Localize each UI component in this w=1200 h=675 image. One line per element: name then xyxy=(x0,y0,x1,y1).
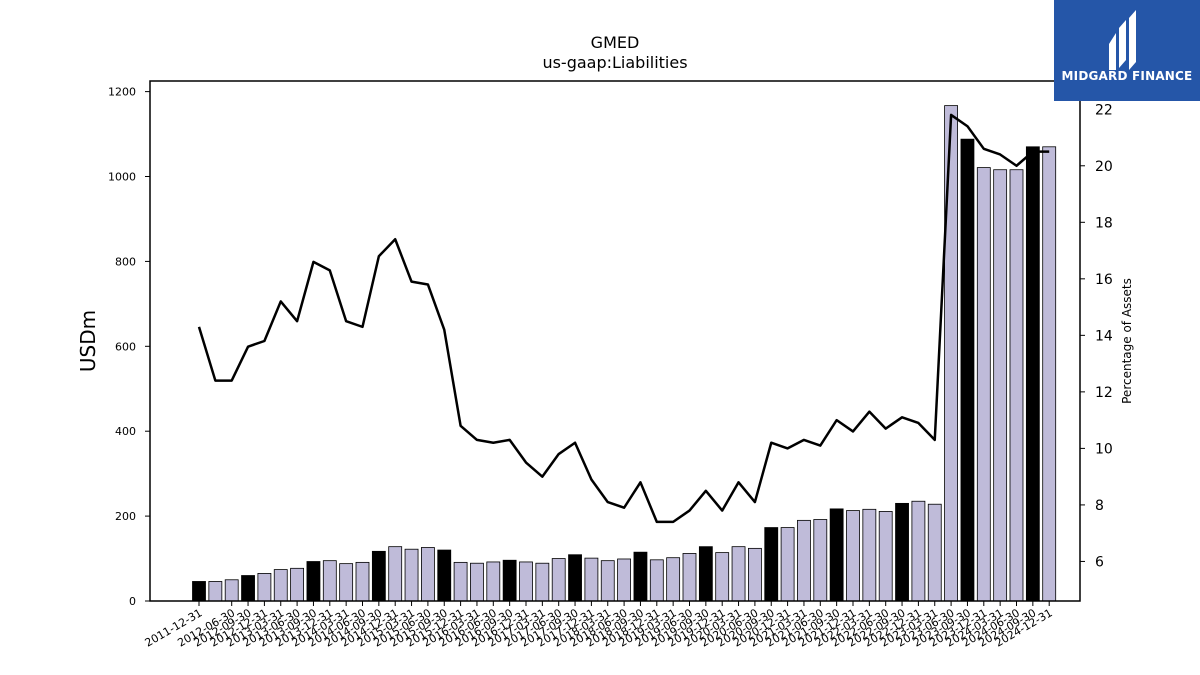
bar-2019-09-30 xyxy=(698,546,713,602)
bar-2018-12-31 xyxy=(649,559,664,602)
bar-2020-03-31 xyxy=(731,546,746,602)
bar-2015-03-31 xyxy=(404,548,419,602)
bar-2020-09-30 xyxy=(764,527,779,602)
bar-2023-09-30 xyxy=(960,138,975,602)
bar-2012-06-30 xyxy=(224,579,239,602)
y-tick-label: 800 xyxy=(115,255,136,268)
bar-2022-09-30 xyxy=(895,502,909,602)
chart-subtitle: us-gaap:Liabilities xyxy=(542,53,687,72)
y-tick-label: 200 xyxy=(115,510,136,523)
bar-2018-06-30 xyxy=(617,558,631,602)
bar-2019-06-30 xyxy=(682,553,697,602)
bar-2021-06-30 xyxy=(813,519,828,602)
y2-tick-label: 8 xyxy=(1095,498,1104,514)
y-tick-label: 1000 xyxy=(108,171,136,184)
y2-tick-label: 10 xyxy=(1095,441,1113,457)
bar-2019-03-31 xyxy=(666,557,681,602)
bar-2023-03-31 xyxy=(927,503,942,602)
logo-mark-icon xyxy=(1109,10,1136,70)
bar-2011-12-31 xyxy=(192,581,206,602)
y2-axis-label: Percentage of Assets xyxy=(1120,278,1134,404)
bar-2022-12-31 xyxy=(911,500,926,602)
bar-2021-12-31 xyxy=(846,510,860,602)
bar-2023-12-31 xyxy=(976,167,991,602)
bar-2016-03-31 xyxy=(470,562,484,602)
bar-2016-09-30 xyxy=(502,559,517,602)
chart-title: GMED xyxy=(591,33,640,52)
bar-2013-12-31 xyxy=(322,560,337,602)
bar-2012-09-30 xyxy=(241,575,255,602)
bar-2014-09-30 xyxy=(371,550,386,602)
y2-tick-label: 22 xyxy=(1095,102,1113,118)
bar-2013-09-30 xyxy=(306,561,321,602)
bar-2024-09-30 xyxy=(1025,146,1040,602)
y-axis-label: USDm xyxy=(76,310,100,372)
y-tick-label: 1200 xyxy=(108,86,136,99)
brand-logo: MIDGARD FINANCE xyxy=(1054,0,1200,101)
bar-2013-06-30 xyxy=(290,567,305,602)
bar-2016-12-31 xyxy=(519,561,533,602)
bar-2017-09-30 xyxy=(568,554,582,602)
bar-2020-06-30 xyxy=(748,547,762,602)
y2-tick-label: 6 xyxy=(1095,554,1104,570)
bar-2022-06-30 xyxy=(878,511,893,602)
line-group xyxy=(197,113,1050,524)
bar-2012-12-31 xyxy=(257,573,272,602)
y-tick-label: 600 xyxy=(115,340,136,353)
y-tick-label: 0 xyxy=(129,595,136,608)
bar-2018-03-31 xyxy=(600,560,615,602)
brand-logo-text: MIDGARD FINANCE xyxy=(1061,69,1193,83)
bar-2023-06-30 xyxy=(944,105,958,602)
bar-2024-06-30 xyxy=(1009,169,1024,602)
y2-tick-label: 12 xyxy=(1095,385,1113,401)
bar-2016-06-30 xyxy=(486,561,501,602)
bar-2024-12-31 xyxy=(1042,146,1057,602)
y-tick-label: 400 xyxy=(115,425,136,438)
y2-tick-label: 14 xyxy=(1095,328,1113,344)
bar-2021-03-31 xyxy=(797,519,811,602)
bar-2017-06-30 xyxy=(551,558,566,602)
line-percentage-of-assets xyxy=(197,113,1050,524)
bar-2021-09-30 xyxy=(829,508,844,602)
bar-2015-06-30 xyxy=(420,547,435,602)
bar-2015-12-31 xyxy=(453,561,468,602)
bar-2017-12-31 xyxy=(584,557,599,602)
bar-2024-03-31 xyxy=(993,169,1008,602)
plot-frame xyxy=(149,80,1081,602)
bar-2017-03-31 xyxy=(535,562,550,602)
bar-2014-12-31 xyxy=(388,546,403,602)
bar-2015-09-30 xyxy=(437,549,452,602)
bar-2022-03-31 xyxy=(862,508,877,602)
bar-2013-03-31 xyxy=(273,569,288,602)
bar-2014-06-30 xyxy=(355,561,370,602)
y2-tick-label: 16 xyxy=(1095,272,1113,288)
bar-2014-03-31 xyxy=(339,563,354,602)
y2-tick-label: 20 xyxy=(1095,159,1113,175)
bar-2018-09-30 xyxy=(633,551,648,602)
bar-2012-03-31 xyxy=(208,581,223,602)
bar-2019-12-31 xyxy=(715,552,730,602)
y2-tick-label: 18 xyxy=(1095,215,1113,231)
bar-2020-12-31 xyxy=(780,527,795,602)
bars-group xyxy=(192,105,1057,602)
